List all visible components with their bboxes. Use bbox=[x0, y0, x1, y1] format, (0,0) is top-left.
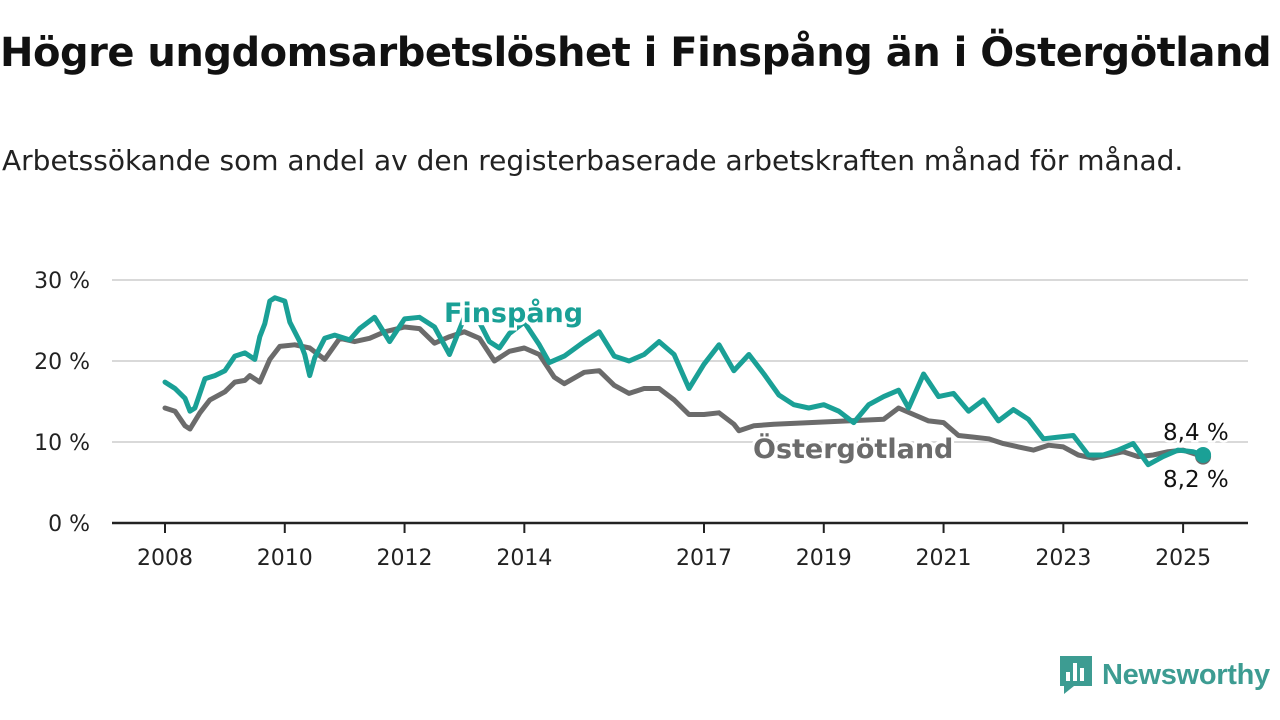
newsworthy-logo[interactable]: Newsworthy bbox=[1058, 654, 1270, 696]
series-name-label: Finspång bbox=[444, 297, 583, 329]
y-tick-label: 30 % bbox=[34, 269, 90, 294]
series-line-1 bbox=[162, 295, 1206, 468]
x-tick-label: 2012 bbox=[377, 546, 433, 571]
brand-name: Newsworthy bbox=[1102, 658, 1270, 691]
axes: 0 % 10 % 20 % 30 % 2008 2010 2012 2014 2017 2019 2… bbox=[34, 269, 1248, 571]
chart-title: Högre ungdomsarbetslöshet i Finspång än … bbox=[0, 30, 1272, 76]
y-tick-label: 20 % bbox=[34, 350, 90, 375]
x-tick-label: 2025 bbox=[1155, 546, 1211, 571]
series-line-0 bbox=[162, 324, 1206, 461]
series-end-dot-1 bbox=[1195, 446, 1212, 463]
grid-lines bbox=[112, 279, 1248, 443]
x-tick-label: 2023 bbox=[1035, 546, 1091, 571]
x-tick-label: 2008 bbox=[137, 546, 193, 571]
end-value-label: 8,2 % bbox=[1163, 467, 1229, 493]
series-name-label: Östergötland bbox=[753, 432, 953, 465]
series-lines bbox=[162, 295, 1212, 468]
x-tick-label: 2010 bbox=[257, 546, 313, 571]
y-tick-label: 0 % bbox=[48, 512, 90, 537]
x-tick-label: 2014 bbox=[496, 546, 552, 571]
chart-labels: Finspång Östergötland 8,4 % 8,2 % bbox=[441, 294, 1231, 496]
x-tick-label: 2017 bbox=[676, 546, 732, 571]
end-value-label: 8,4 % bbox=[1163, 420, 1229, 446]
y-tick-label: 10 % bbox=[34, 431, 90, 456]
chart-subtitle: Arbetssökande som andel av den registerb… bbox=[2, 144, 1184, 177]
x-tick-label: 2019 bbox=[796, 546, 852, 571]
x-tick-label: 2021 bbox=[916, 546, 972, 571]
bar-chart-speech-bubble-icon bbox=[1060, 656, 1092, 694]
